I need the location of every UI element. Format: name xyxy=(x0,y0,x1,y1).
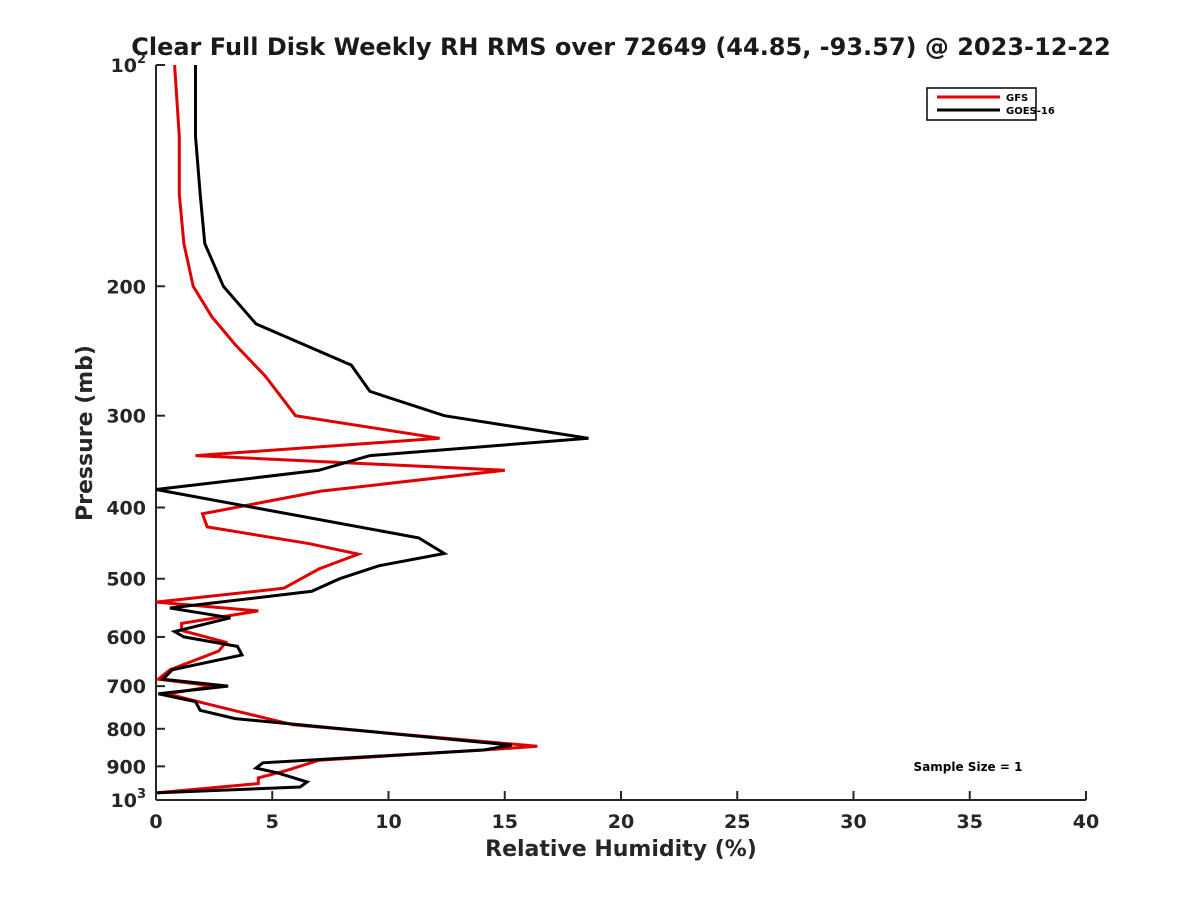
legend-label: GOES-16 xyxy=(1006,106,1055,117)
x-tick-label: 10 xyxy=(375,811,401,833)
series-line-goes-16 xyxy=(155,65,589,795)
y-tick-label: 103 xyxy=(111,787,147,812)
plot-area xyxy=(155,65,1086,801)
y-axis-label: Pressure (mb) xyxy=(73,345,98,521)
y-tick-label: 300 xyxy=(106,406,146,428)
legend-box xyxy=(926,87,1037,121)
y-axis-ticks: 102 200 300 400 500 600 700 800 900 103 xyxy=(106,52,165,812)
x-tick-label: 40 xyxy=(1073,811,1099,833)
legend: GFS GOES-16 xyxy=(926,87,1055,121)
x-axis-ticks: 0 5 10 15 20 25 30 35 40 xyxy=(149,791,1099,833)
y-tick-label: 102 xyxy=(111,52,147,77)
x-tick-label: 25 xyxy=(724,811,750,833)
x-tick-label: 5 xyxy=(266,811,279,833)
y-tick-label: 700 xyxy=(106,676,146,698)
y-tick-label: 400 xyxy=(106,498,146,520)
y-tick-label: 500 xyxy=(106,569,146,591)
x-tick-label: 15 xyxy=(492,811,518,833)
sample-size-annotation: Sample Size = 1 xyxy=(914,760,1023,774)
x-tick-label: 30 xyxy=(840,811,866,833)
legend-label: GFS xyxy=(1006,93,1028,104)
series-layer xyxy=(154,64,589,795)
chart-title: Clear Full Disk Weekly RH RMS over 72649… xyxy=(131,33,1111,61)
x-tick-label: 20 xyxy=(608,811,634,833)
x-axis-label: Relative Humidity (%) xyxy=(485,837,757,862)
x-tick-label: 0 xyxy=(149,811,162,833)
y-tick-label: 600 xyxy=(106,627,146,649)
y-tick-label: 900 xyxy=(106,756,146,778)
y-tick-label: 200 xyxy=(106,276,146,298)
x-tick-label: 35 xyxy=(957,811,983,833)
y-tick-label: 800 xyxy=(106,719,146,741)
